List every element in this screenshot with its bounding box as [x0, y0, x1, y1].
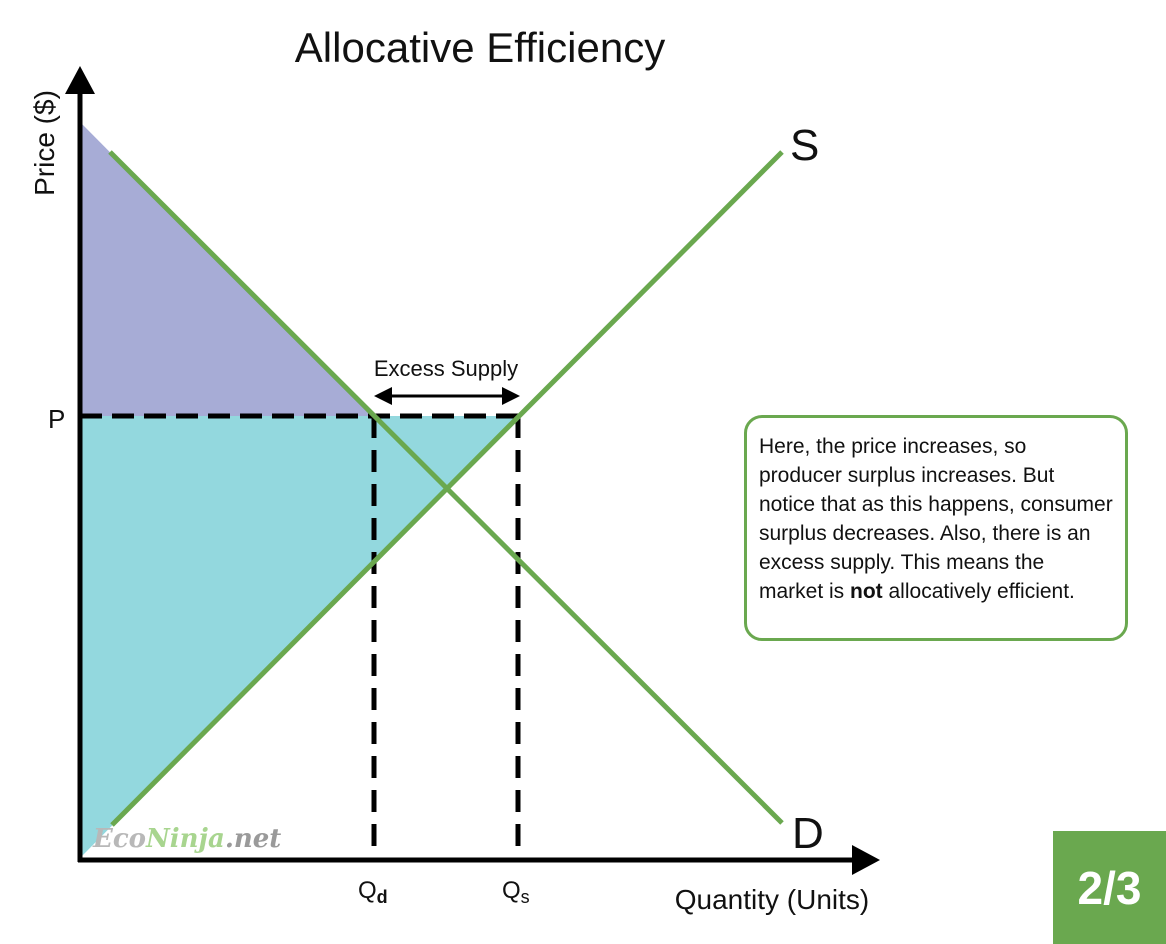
supply-curve [110, 150, 784, 827]
explanation-note: Here, the price increases, so producer s… [744, 415, 1128, 641]
econinja-logo: EcoNinja.net [93, 824, 282, 854]
x-axis-label: Quantity (Units) [675, 884, 870, 915]
note-bold-text: not [850, 580, 883, 603]
qd-label: Qd [358, 877, 388, 907]
y-axis-label: Price ($) [29, 90, 60, 196]
qs-label: Qs [502, 877, 530, 907]
supply-label: S [790, 121, 819, 170]
note-text-end: allocatively efficient. [882, 580, 1075, 603]
price-label: P [48, 404, 65, 434]
chart-title: Allocative Efficiency [295, 24, 665, 71]
demand-label: D [792, 809, 824, 858]
excess-arrow-left-head [374, 387, 392, 405]
note-text: Here, the price increases, so producer s… [759, 435, 1113, 603]
slide-number-badge: 2/3 [1053, 831, 1166, 944]
x-axis-arrow [852, 845, 880, 875]
y-axis-arrow [65, 66, 95, 94]
excess-supply-label: Excess Supply [374, 356, 518, 381]
excess-arrow-right-head [502, 387, 520, 405]
